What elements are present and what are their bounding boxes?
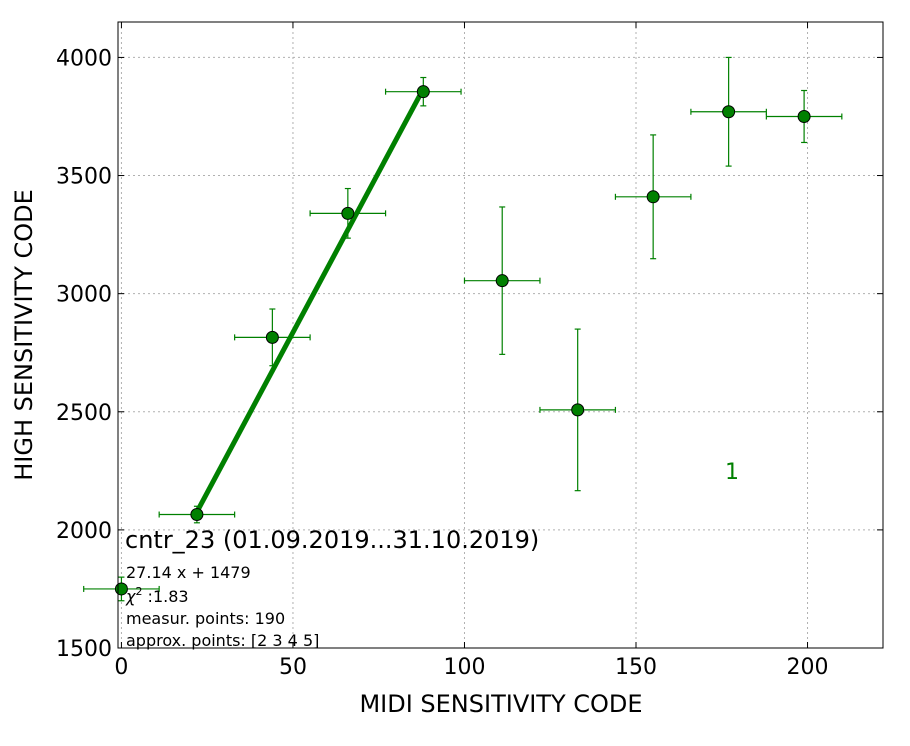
grid-lines	[118, 22, 883, 649]
x-tick-label: 200	[787, 655, 829, 680]
data-points	[83, 56, 843, 602]
point-marker	[646, 190, 660, 204]
series-label-1: 1	[725, 460, 739, 485]
data-point	[158, 505, 236, 524]
y-tick-label: 3500	[56, 165, 112, 190]
chi-superscript: 2	[135, 585, 142, 598]
x-tick-label: 150	[615, 655, 657, 680]
chart-title: cntr_23 (01.09.2019...31.10.2019)	[125, 526, 539, 554]
data-point	[614, 134, 692, 260]
plot-frame	[117, 21, 884, 649]
data-point	[309, 187, 387, 239]
data-point	[765, 89, 843, 144]
point-marker	[722, 105, 736, 119]
point-marker	[341, 206, 355, 220]
data-point	[690, 56, 767, 167]
y-tick-label: 3000	[56, 283, 112, 308]
measured-points: measur. points: 190	[126, 609, 285, 628]
data-point	[234, 308, 311, 367]
x-tick-label: 50	[279, 655, 307, 680]
point-marker	[190, 508, 204, 522]
fit-equation: 27.14 x + 1479	[126, 563, 251, 582]
approx-points: approx. points: [2 3 4 5]	[126, 631, 319, 650]
x-tick-label: 0	[114, 655, 128, 680]
fit-line	[194, 87, 426, 514]
x-tick-label: 100	[443, 655, 485, 680]
chi-symbol: χ	[125, 587, 136, 606]
data-point	[463, 206, 541, 355]
x-axis-label: MIDI SENSITIVITY CODE	[359, 690, 642, 718]
point-marker	[797, 109, 811, 123]
y-tick-label: 2000	[56, 519, 112, 544]
chi-square-label: χ2 :1.83	[125, 585, 189, 606]
data-point	[539, 328, 617, 492]
point-marker	[416, 85, 430, 99]
point-marker	[571, 403, 585, 417]
data-point	[384, 76, 462, 107]
y-tick-label: 4000	[56, 46, 112, 71]
point-marker	[495, 274, 509, 288]
y-tick-label: 1500	[56, 637, 112, 662]
chi-value: :1.83	[142, 587, 188, 606]
y-tick-label: 2500	[56, 401, 112, 426]
y-axis-label: HIGH SENSITIVITY CODE	[10, 189, 38, 481]
point-marker	[265, 330, 279, 344]
fit-line-group	[194, 87, 426, 514]
axis-ticks: 0 50 100 150 200 1500 2000 2500 3000 3500 4000	[56, 22, 883, 680]
